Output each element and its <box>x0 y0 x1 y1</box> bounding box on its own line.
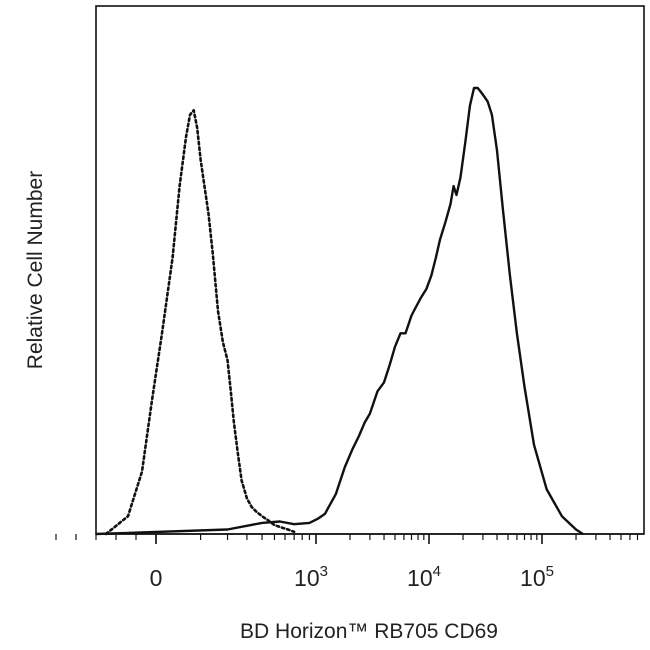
x-axis-ticks <box>55 533 644 544</box>
plot-frame <box>95 5 645 535</box>
x-tick-label: 105 <box>520 563 554 591</box>
histogram-dotted-curve <box>104 109 296 536</box>
x-tick-label: 0 <box>150 565 163 591</box>
x-axis-title: BD Horizon™ RB705 CD69 <box>240 620 498 643</box>
y-axis-title: Relative Cell Number <box>24 171 47 369</box>
histogram-series <box>95 86 584 536</box>
x-axis-tick-labels: 0 103 104 105 <box>150 563 554 591</box>
histogram-solid-curve <box>95 86 584 536</box>
x-tick-label: 104 <box>407 563 441 591</box>
x-tick-label: 103 <box>294 563 328 591</box>
